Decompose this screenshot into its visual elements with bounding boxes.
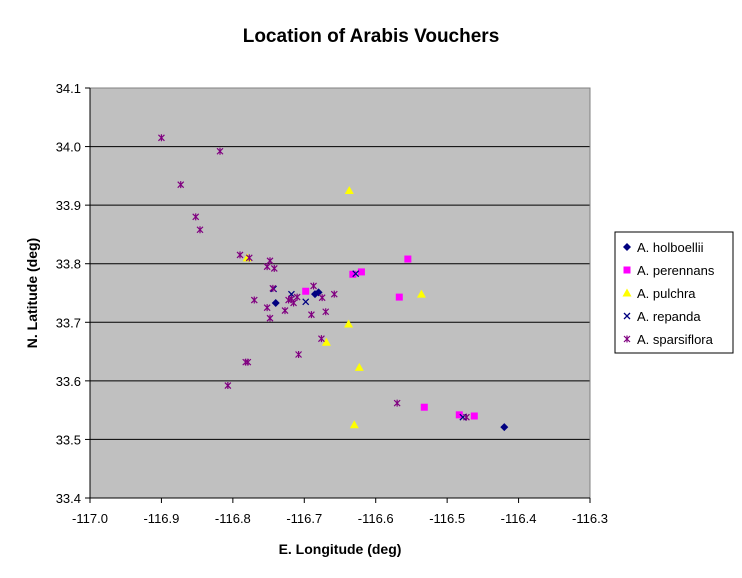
data-point-a-perennans [420, 403, 428, 411]
series-a-perennans [302, 255, 478, 420]
data-points [158, 134, 509, 432]
data-point-a-sparsiflora [318, 294, 326, 302]
data-point-a-sparsiflora [281, 307, 289, 315]
data-point-a-perennans [302, 287, 310, 295]
y-tick-label: 34.0 [56, 140, 81, 155]
data-point-a-sparsiflora [269, 284, 277, 292]
data-point-a-perennans [404, 255, 412, 263]
data-point-a-sparsiflora [192, 213, 200, 221]
data-point-a-perennans [470, 412, 478, 420]
data-point-a-sparsiflora [393, 399, 401, 407]
legend-marker-a-repanda [623, 312, 631, 320]
data-point-a-pulchra [344, 186, 354, 194]
x-tick-label: -116.8 [215, 511, 251, 526]
x-axis-ticks: -117.0 -116.9 -116.8 -116.7 -116.6 -116.5 -116… [72, 498, 608, 526]
legend-item-a-sparsiflora: A. sparsiflora [623, 332, 714, 347]
legend-item-a-perennans: A. perennans [623, 263, 715, 278]
data-point-a-sparsiflora [308, 311, 315, 319]
y-tick-label: 33.8 [56, 257, 81, 272]
legend-label: A. holboellii [637, 240, 704, 255]
data-point-a-sparsiflora [263, 263, 271, 271]
data-point-a-holboellii [314, 288, 323, 297]
data-point-a-sparsiflora [224, 382, 232, 390]
legend-label: A. perennans [637, 263, 715, 278]
data-point-a-sparsiflora [250, 296, 258, 304]
data-point-a-sparsiflora [270, 264, 278, 272]
y-tick-label: 33.9 [56, 198, 81, 213]
x-tick-label: -116.9 [143, 511, 179, 526]
legend-label: A. pulchra [637, 286, 696, 301]
data-point-a-repanda [352, 270, 360, 278]
data-point-a-sparsiflora [266, 314, 274, 322]
legend-item-a-holboellii: A. holboellii [623, 240, 704, 255]
series-a-sparsiflora [158, 134, 470, 421]
data-point-a-sparsiflora [196, 226, 204, 234]
x-tick-label: -116.3 [572, 511, 608, 526]
legend-item-a-repanda: A. repanda [623, 309, 701, 324]
legend-marker-a-holboellii [623, 243, 631, 251]
plot-area [90, 88, 590, 498]
x-tick-label: -116.6 [358, 511, 394, 526]
data-point-a-sparsiflora [245, 254, 253, 262]
data-point-a-pulchra [344, 319, 354, 328]
data-point-a-pulchra [321, 337, 331, 346]
data-point-a-perennans [395, 293, 403, 301]
axes [89, 88, 590, 499]
x-tick-label: -116.5 [429, 511, 465, 526]
y-axis-ticks: 33.4 33.5 33.6 33.7 33.8 33.9 34.0 34.1 [56, 81, 90, 506]
data-point-a-sparsiflora [295, 351, 302, 358]
x-tick-label: -116.7 [286, 511, 322, 526]
y-tick-label: 33.4 [56, 491, 81, 506]
y-tick-label: 33.5 [56, 432, 81, 447]
legend-label: A. repanda [637, 309, 701, 324]
data-point-a-holboellii [500, 423, 509, 432]
chart-title: Location of Arabis Vouchers [243, 26, 500, 47]
data-point-a-sparsiflora [322, 308, 330, 316]
data-point-a-sparsiflora [293, 293, 301, 301]
y-axis-label: N. Latitude (deg) [24, 238, 40, 348]
data-point-a-perennans [357, 268, 365, 276]
legend: A. holboellii A. perennans A. pulchra A. re… [614, 231, 734, 354]
data-point-a-holboellii [271, 298, 280, 307]
data-point-a-sparsiflora [236, 251, 244, 259]
data-point-a-pulchra [354, 362, 364, 371]
data-point-a-perennans [455, 411, 463, 419]
legend-marker-a-sparsiflora [623, 335, 631, 343]
legend-item-a-pulchra: A. pulchra [622, 286, 696, 301]
data-point-a-perennans [349, 270, 357, 278]
data-point-a-sparsiflora [290, 299, 297, 307]
legend-box [614, 231, 734, 354]
data-point-a-sparsiflora [216, 147, 224, 155]
data-point-a-sparsiflora [266, 257, 274, 265]
data-point-a-sparsiflora [318, 335, 325, 343]
grid-lines [90, 146, 590, 440]
data-point-a-sparsiflora [244, 358, 252, 366]
x-axis-label: E. Longitude (deg) [279, 541, 402, 557]
y-tick-label: 33.7 [56, 315, 81, 330]
data-point-a-sparsiflora [177, 181, 185, 189]
data-point-a-sparsiflora [285, 296, 292, 304]
series-a-holboellii [271, 288, 509, 432]
data-point-a-sparsiflora [158, 134, 165, 142]
x-tick-label: -117.0 [72, 511, 108, 526]
y-tick-label: 34.1 [56, 81, 81, 96]
y-tick-label: 33.6 [56, 374, 81, 389]
legend-marker-a-perennans [623, 266, 631, 274]
x-tick-label: -116.4 [501, 511, 537, 526]
data-point-a-pulchra [349, 420, 359, 429]
data-point-a-sparsiflora [463, 413, 470, 421]
data-point-a-repanda [302, 298, 310, 306]
data-point-a-sparsiflora [310, 282, 317, 290]
data-point-a-sparsiflora [330, 290, 338, 298]
data-point-a-pulchra [416, 289, 426, 298]
data-point-a-sparsiflora [263, 304, 271, 312]
legend-label: A. sparsiflora [637, 332, 714, 347]
legend-marker-a-pulchra [622, 288, 632, 297]
